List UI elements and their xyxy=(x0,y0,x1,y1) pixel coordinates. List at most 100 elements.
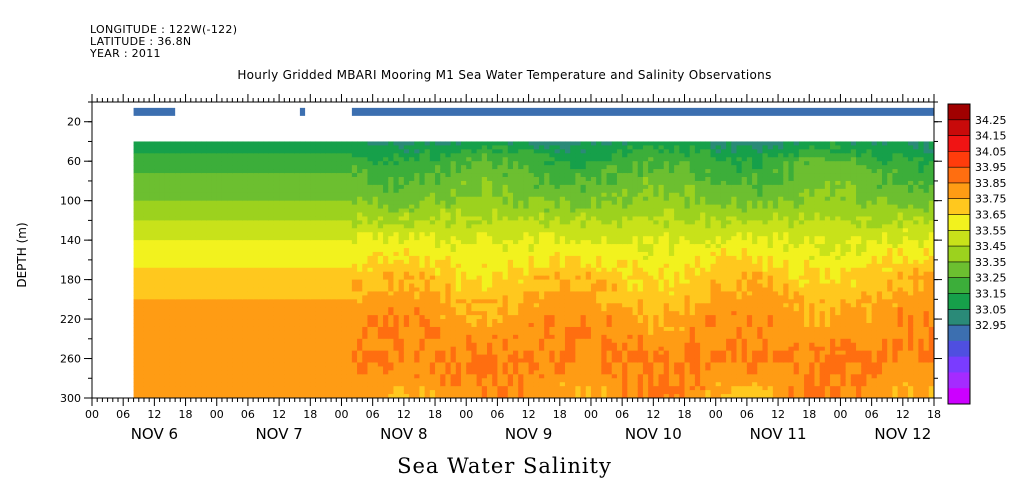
heatmap-cell xyxy=(310,173,317,178)
heatmap-cell xyxy=(299,283,306,289)
heatmap-cell xyxy=(409,224,415,229)
heatmap-cell xyxy=(190,149,197,154)
heatmap-cell xyxy=(273,200,280,206)
heatmap-cell xyxy=(279,267,285,273)
heatmap-cell xyxy=(455,287,462,293)
heatmap-cell xyxy=(294,291,301,296)
heatmap-cell xyxy=(523,259,530,265)
heatmap-cell xyxy=(414,196,421,202)
heatmap-cell xyxy=(502,291,509,296)
heatmap-cell xyxy=(398,370,405,375)
heatmap-cell xyxy=(232,161,239,166)
heatmap-cell xyxy=(367,169,374,174)
heatmap-cell xyxy=(336,204,343,210)
heatmap-cell xyxy=(258,299,265,304)
heatmap-cell xyxy=(294,319,301,324)
heatmap-cell xyxy=(138,307,145,312)
heatmap-cell xyxy=(133,319,140,324)
heatmap-cell xyxy=(299,216,306,221)
heatmap-cell xyxy=(133,271,140,277)
heatmap-cell xyxy=(398,330,405,336)
heatmap-cell xyxy=(299,255,306,261)
heatmap-cell xyxy=(461,394,467,398)
heatmap-cell xyxy=(377,291,384,296)
heatmap-cell xyxy=(315,240,322,245)
heatmap-cell xyxy=(450,200,457,206)
heatmap-cell xyxy=(164,326,171,332)
heatmap-cell xyxy=(528,173,535,178)
heatmap-cell xyxy=(471,279,478,285)
heatmap-cell xyxy=(211,378,218,383)
heatmap-cell xyxy=(346,350,353,356)
heatmap-cell xyxy=(299,141,306,147)
heatmap-cell xyxy=(372,394,379,398)
heatmap-cell xyxy=(159,374,166,379)
heatmap-cell xyxy=(461,307,467,312)
heatmap-cell xyxy=(216,236,223,241)
heatmap-cell xyxy=(211,299,218,304)
heatmap-cell xyxy=(180,236,187,241)
heatmap-cell xyxy=(466,184,473,190)
heatmap-cell xyxy=(440,251,447,257)
heatmap-cell xyxy=(201,200,207,206)
heatmap-cell xyxy=(195,157,202,162)
heatmap-cell xyxy=(216,141,223,147)
heatmap-cell xyxy=(497,236,504,241)
heatmap-cell xyxy=(201,228,207,233)
heatmap-cell xyxy=(185,224,192,229)
heatmap-cell xyxy=(211,334,218,340)
heatmap-cell xyxy=(450,307,457,312)
heatmap-cell xyxy=(393,149,400,154)
heatmap-cell xyxy=(414,204,421,210)
heatmap-cell xyxy=(258,236,265,241)
heatmap-cell xyxy=(289,208,296,214)
heatmap-cell xyxy=(518,330,524,336)
heatmap-cell xyxy=(507,342,514,348)
heatmap-cell xyxy=(294,176,301,182)
heatmap-cell xyxy=(237,374,244,379)
heatmap-cell xyxy=(253,157,259,162)
heatmap-cell xyxy=(455,196,462,202)
heatmap-cell xyxy=(159,240,166,245)
heatmap-cell xyxy=(440,334,447,340)
heatmap-cell xyxy=(481,188,488,194)
heatmap-cell xyxy=(336,275,343,281)
heatmap-cell xyxy=(164,224,171,229)
heatmap-cell xyxy=(273,244,280,249)
heatmap-cell xyxy=(393,251,400,257)
heatmap-cell xyxy=(455,232,462,237)
heatmap-cell xyxy=(383,145,389,150)
heatmap-cell xyxy=(325,232,332,237)
heatmap-cell xyxy=(492,326,499,332)
heatmap-cell xyxy=(305,394,311,398)
heatmap-cell xyxy=(383,204,389,210)
heatmap-cell xyxy=(201,176,207,182)
heatmap-cell xyxy=(331,362,337,368)
heatmap-cell xyxy=(216,165,223,170)
heatmap-cell xyxy=(216,145,223,150)
heatmap-cell xyxy=(507,275,514,281)
heatmap-cell xyxy=(258,173,265,178)
heatmap-cell xyxy=(393,326,400,332)
heatmap-cell xyxy=(320,394,327,398)
heatmap-cell xyxy=(247,382,254,387)
heatmap-cell xyxy=(528,145,535,150)
heatmap-cell xyxy=(466,291,473,296)
heatmap-cell xyxy=(299,299,306,304)
heatmap-cell xyxy=(216,200,223,206)
heatmap-cell xyxy=(424,192,431,198)
heatmap-cell xyxy=(466,382,473,387)
heatmap-cell xyxy=(523,283,530,289)
heatmap-cell xyxy=(175,267,181,273)
heatmap-cell xyxy=(221,382,228,387)
heatmap-cell xyxy=(440,240,447,245)
heatmap-cell xyxy=(164,248,171,253)
heatmap-cell xyxy=(414,192,421,198)
heatmap-cell xyxy=(190,283,197,289)
heatmap-cell xyxy=(409,303,415,308)
heatmap-cell xyxy=(180,342,187,348)
heatmap-cell xyxy=(315,145,322,150)
heatmap-cell xyxy=(211,291,218,296)
heatmap-cell xyxy=(247,342,254,348)
heatmap-cell xyxy=(377,141,384,147)
